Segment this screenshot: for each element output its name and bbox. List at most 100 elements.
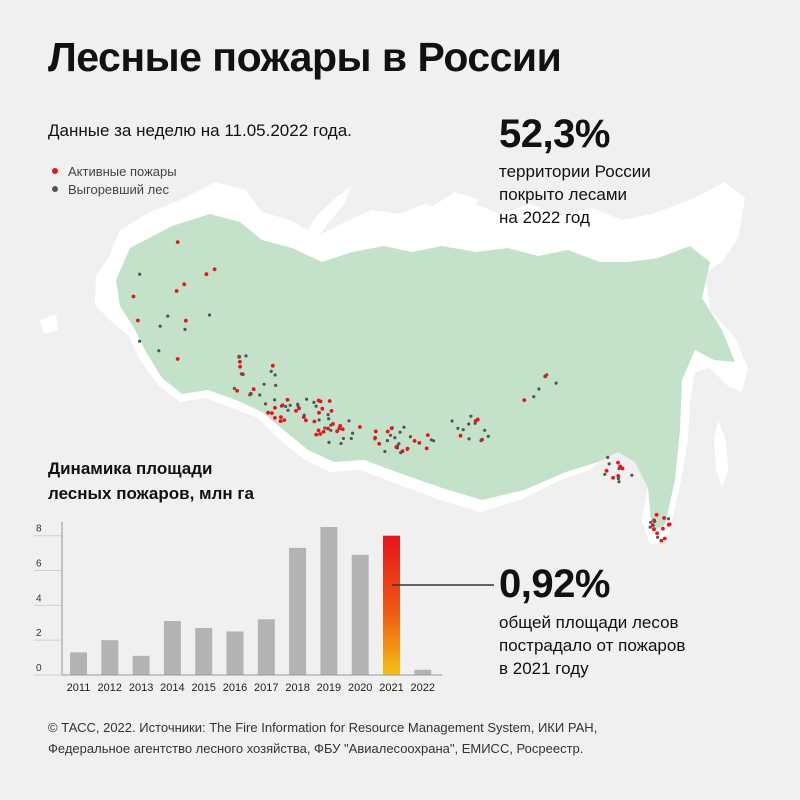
burned-forest-point [467,437,471,441]
burned-forest-point [288,403,292,407]
burned-forest-point [274,383,278,387]
burned-forest-point [486,434,490,438]
burned-forest-point [314,404,318,408]
fire-share-line: пострадало от пожаров [499,636,686,655]
active-fire-point [326,426,330,431]
active-fire-point [278,419,283,423]
burned-forest-point [273,373,277,377]
active-fire-point [238,359,242,364]
burned-forest-point [649,520,653,524]
active-fire-point [667,522,672,527]
burned-forest-point [258,393,262,397]
burned-forest-point [248,393,252,397]
active-fire-point [475,417,480,422]
bars [70,527,432,675]
x-tick-label: 2012 [98,682,122,694]
fire-share-value: 0,92% [499,562,610,606]
active-fire-point [314,432,319,437]
active-fire-dot-icon [52,168,58,174]
map-forest [116,214,735,532]
burned-forest-point [469,414,473,418]
burned-forest-point [467,422,471,426]
burned-forest-point [157,349,161,353]
burned-forest-point [327,440,331,444]
fire-share-line: общей площади лесов [499,613,679,632]
legend-item-active: Активные пожары [52,162,177,180]
x-tick-label: 2022 [411,682,435,694]
map-peninsula-kola [200,186,248,214]
burned-forest-point [483,428,487,432]
active-fire-point [212,267,217,272]
bar-2019 [320,527,338,675]
active-fire-point [394,445,399,449]
burned-forest-point [398,430,402,434]
burned-forest-point [244,354,248,358]
y-axis-ticks: 0 2 4 6 8 [34,524,62,676]
active-fire-point [273,416,277,420]
burned-forest-point [385,439,389,443]
active-fire-point [331,422,335,426]
active-fire-point [616,460,620,465]
active-fire-point [335,429,339,434]
burned-forest-point [341,436,345,441]
burned-forest-point [269,369,273,373]
active-fire-point [543,374,548,379]
x-tick-label: 2020 [348,682,372,694]
burned-forest-point [402,425,406,429]
burned-forest-point [312,400,316,404]
active-fire-point [279,415,283,419]
active-fire-point [184,318,188,323]
active-fire-point [175,357,180,361]
bar-2017 [257,619,275,675]
footer-sources: © ТАСС, 2022. Источники: The Fire Inform… [48,717,597,759]
burned-forest-point [273,398,277,402]
map-island-north [430,192,480,216]
burned-forest-point [138,339,142,343]
active-fire-point [611,475,615,480]
burned-forest-point [183,327,187,331]
active-fire-point [655,531,659,536]
map-kaliningrad [40,314,58,334]
legend-label-active: Активные пожары [68,163,177,179]
fire-share-text: общей площади лесов пострадало от пожаро… [499,611,685,680]
burned-forest-point [393,436,397,440]
x-tick-label: 2019 [317,682,341,694]
active-fire-point [662,516,666,520]
burned-forest-point [429,438,433,442]
active-fire-point [385,429,390,434]
x-tick-label: 2021 [379,682,403,694]
burned-forest-point [388,433,393,437]
x-tick-label: 2014 [160,682,184,694]
burned-forest-point [408,435,412,439]
burned-forest-point [607,462,611,466]
active-fire-point [273,405,277,410]
active-fire-point [312,419,317,424]
active-fire-point [620,466,625,471]
footer-line: © ТАСС, 2022. Источники: The Fire Inform… [48,720,598,735]
footer-line: Федеральное агентство лесного хозяйства,… [48,741,584,756]
forest-share-line: покрыто лесами [499,185,628,204]
active-fire-point [417,441,422,445]
active-fire-point [131,294,136,299]
active-fire-point [425,433,430,437]
burned-forest-point [479,439,483,443]
bar-2016 [226,631,244,675]
active-fire-point [329,409,334,413]
burned-forest-point [166,314,170,318]
active-fire-point [294,409,298,413]
active-fire-point [337,426,342,431]
bar-2012 [101,640,119,675]
forest-share-line: территории России [499,162,651,181]
burned-forest-point [349,436,353,441]
active-fire-point [405,446,410,451]
active-fire-point [320,406,325,411]
burned-forest-point [666,517,671,521]
active-fire-point [652,527,656,532]
burned-forest-point [286,408,290,412]
burned-forest-point [347,419,351,423]
active-fire-point [321,429,326,434]
active-fire-point [282,418,287,422]
active-fire-point [285,397,290,402]
